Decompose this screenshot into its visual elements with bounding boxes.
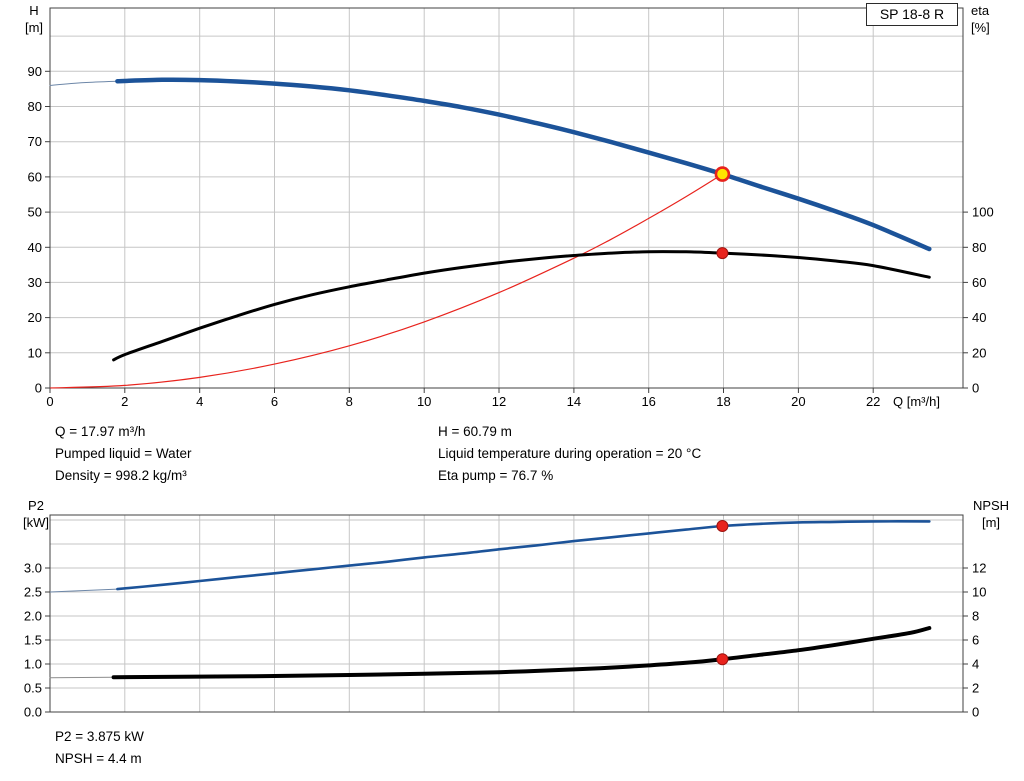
annotation-p2: P2 = 3.875 kW bbox=[55, 729, 144, 744]
duty-info-right-column: H = 60.79 m Liquid temperature during op… bbox=[438, 421, 701, 487]
right-tick-label: 100 bbox=[972, 205, 994, 220]
x-tick-label: 2 bbox=[121, 394, 128, 409]
x-tick-label: 10 bbox=[417, 394, 431, 409]
pump-type-badge: SP 18-8 R bbox=[866, 3, 958, 26]
left-tick-label: 2.0 bbox=[24, 609, 42, 624]
x-tick-label: 20 bbox=[791, 394, 805, 409]
p2-axis-title: P2 [kW] bbox=[14, 497, 58, 531]
left-tick-label: 90 bbox=[28, 64, 42, 79]
left-tick-label: 50 bbox=[28, 205, 42, 220]
right-tick-label: 20 bbox=[972, 345, 986, 360]
duty-point-npsh bbox=[716, 653, 729, 666]
annotation-liquid: Pumped liquid = Water bbox=[55, 446, 192, 461]
npsh-axis-unit: [m] bbox=[981, 515, 1001, 530]
x-tick-label: 22 bbox=[866, 394, 880, 409]
right-tick-label: 40 bbox=[972, 310, 986, 325]
left-tick-label: 2.5 bbox=[24, 585, 42, 600]
right-tick-label: 12 bbox=[972, 561, 986, 576]
head-axis-symbol: H bbox=[29, 3, 39, 18]
duty-point-p2 bbox=[716, 520, 729, 532]
system-curve bbox=[49, 173, 723, 389]
p2-curve bbox=[116, 520, 931, 591]
left-tick-label: 3.0 bbox=[24, 561, 42, 576]
left-tick-label: 40 bbox=[28, 240, 42, 255]
left-tick-label: 1.0 bbox=[24, 657, 42, 672]
annotation-temperature: Liquid temperature during operation = 20… bbox=[438, 446, 702, 461]
eta-axis-unit: [%] bbox=[971, 20, 990, 35]
x-tick-label: 6 bbox=[271, 394, 278, 409]
annotation-npsh: NPSH = 4.4 m bbox=[55, 751, 142, 766]
x-tick-label: 0 bbox=[46, 394, 53, 409]
plot-border bbox=[49, 7, 964, 389]
left-tick-label: 0.0 bbox=[24, 705, 42, 720]
x-tick-label: 14 bbox=[567, 394, 581, 409]
right-tick-label: 4 bbox=[972, 657, 979, 672]
annotation-eta: Eta pump = 76.7 % bbox=[438, 468, 554, 483]
left-tick-label: 1.5 bbox=[24, 633, 42, 648]
head-axis-title: H [m] bbox=[14, 2, 54, 36]
x-tick-label: 12 bbox=[492, 394, 506, 409]
head-curve-lead bbox=[49, 80, 118, 86]
left-tick-label: 70 bbox=[28, 134, 42, 149]
x-tick-label: 18 bbox=[716, 394, 730, 409]
left-tick-label: 0 bbox=[35, 381, 42, 396]
right-tick-label: 0 bbox=[972, 381, 979, 396]
annotation-head: H = 60.79 m bbox=[438, 424, 512, 439]
x-tick-label: 16 bbox=[641, 394, 655, 409]
annotation-flow: Q = 17.97 m³/h bbox=[55, 424, 146, 439]
eta-axis-title: eta [%] bbox=[971, 2, 1021, 36]
right-tick-label: 2 bbox=[972, 681, 979, 696]
p2-axis-unit: [kW] bbox=[23, 515, 49, 530]
x-tick-label: 4 bbox=[196, 394, 203, 409]
eta-axis-symbol: eta bbox=[971, 3, 990, 18]
left-tick-label: 60 bbox=[28, 169, 42, 184]
right-tick-label: 0 bbox=[972, 705, 979, 720]
right-tick-label: 10 bbox=[972, 585, 986, 600]
right-tick-label: 60 bbox=[972, 275, 986, 290]
flow-axis-title: Q [m³/h] bbox=[893, 394, 940, 409]
head-curve bbox=[115, 77, 932, 252]
annotation-density: Density = 998.2 kg/m³ bbox=[55, 468, 187, 483]
npsh-curve-lead bbox=[49, 676, 115, 679]
plot-border bbox=[49, 514, 964, 713]
duty-point-eta bbox=[716, 247, 729, 260]
right-tick-label: 80 bbox=[972, 240, 986, 255]
left-tick-label: 20 bbox=[28, 310, 42, 325]
head-axis-unit: [m] bbox=[24, 20, 44, 35]
x-tick-label: 8 bbox=[346, 394, 353, 409]
npsh-axis-title: NPSH [m] bbox=[966, 497, 1016, 531]
p2-axis-symbol: P2 bbox=[28, 498, 44, 513]
right-tick-label: 8 bbox=[972, 609, 979, 624]
duty-info-left-column: Q = 17.97 m³/h Pumped liquid = Water Den… bbox=[55, 421, 191, 487]
npsh-axis-symbol: NPSH bbox=[972, 498, 1010, 513]
left-tick-label: 30 bbox=[28, 275, 42, 290]
left-tick-label: 0.5 bbox=[24, 681, 42, 696]
duty-point-head bbox=[714, 166, 731, 182]
npsh-curve bbox=[111, 626, 932, 680]
left-tick-label: 80 bbox=[28, 99, 42, 114]
efficiency-curve bbox=[112, 250, 931, 362]
left-tick-label: 10 bbox=[28, 345, 42, 360]
p2-curve-lead bbox=[49, 588, 118, 593]
power-npsh-info: P2 = 3.875 kW NPSH = 4.4 m bbox=[55, 726, 144, 770]
right-tick-label: 6 bbox=[972, 633, 979, 648]
